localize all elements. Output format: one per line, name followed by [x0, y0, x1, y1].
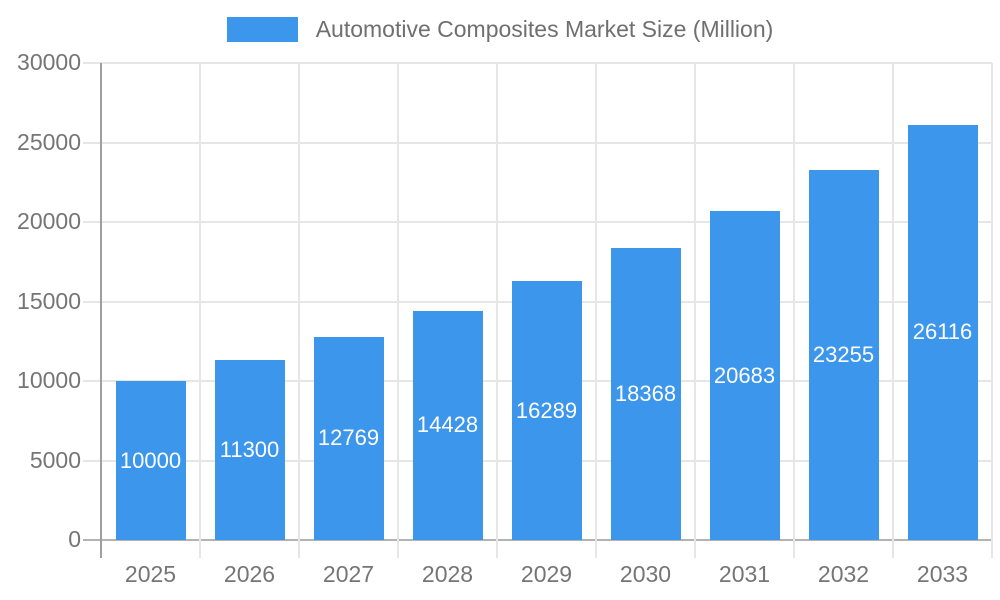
gridline	[83, 141, 992, 144]
bar-2028	[412, 310, 483, 540]
legend[interactable]: Automotive Composites Market Size (Milli…	[0, 16, 1000, 43]
bar-2033	[907, 124, 978, 540]
bar-2031	[709, 211, 780, 540]
x-axis-tick-label: 2029	[520, 561, 573, 587]
x-axis-tick-label: 2030	[619, 561, 672, 587]
gridline	[892, 63, 894, 540]
x-axis-tick	[694, 540, 696, 558]
bar-value-label: 16289	[515, 397, 578, 423]
bar-2030	[610, 247, 681, 540]
gridline	[199, 63, 201, 540]
bar-value-label: 11300	[219, 437, 280, 463]
y-axis-tick-label: 0	[68, 526, 81, 552]
y-axis-tick-label: 30000	[17, 49, 81, 75]
y-axis-tick-label: 15000	[17, 287, 81, 314]
gridline	[83, 221, 992, 223]
gridline	[991, 63, 993, 540]
bar-value-label: 26116	[912, 319, 973, 345]
x-axis-tick	[793, 540, 795, 558]
y-axis-tick-label: 20000	[17, 208, 81, 234]
bar-value-label: 12769	[317, 425, 380, 451]
x-axis-tick-label: 2027	[322, 561, 375, 587]
x-axis-tick	[397, 540, 399, 558]
gridline	[397, 63, 399, 540]
x-axis-tick-label: 2031	[718, 561, 771, 587]
x-axis-tick-label: 2026	[223, 561, 276, 587]
x-axis-tick	[298, 540, 300, 558]
x-axis-tick	[892, 540, 894, 558]
bar-2029	[511, 281, 582, 540]
y-axis-tick-label: 5000	[29, 446, 81, 473]
gridline	[595, 63, 597, 540]
x-axis-tick	[991, 540, 993, 558]
bar-value-label: 14428	[416, 412, 479, 438]
bar-value-label: 20683	[713, 362, 776, 388]
bar-value-label: 10000	[119, 447, 182, 473]
x-axis-tick	[199, 540, 201, 558]
legend-swatch[interactable]	[226, 17, 298, 42]
x-axis-tick-label: 2025	[124, 561, 177, 587]
y-axis-line	[100, 63, 102, 558]
y-axis-tick-label: 25000	[17, 128, 81, 155]
legend-label[interactable]: Automotive Composites Market Size (Milli…	[315, 16, 774, 42]
gridline	[694, 63, 696, 540]
x-axis-tick-label: 2032	[817, 561, 870, 587]
x-axis-tick-label: 2028	[421, 561, 474, 587]
gridline	[83, 62, 992, 64]
bar-2025	[115, 381, 186, 540]
bar-2026	[214, 360, 285, 540]
x-axis-tick-label: 2033	[916, 561, 969, 587]
x-axis-line	[83, 539, 992, 541]
gridline	[298, 63, 300, 540]
bar-2027	[313, 336, 384, 540]
bar-value-label: 23255	[812, 342, 875, 368]
bar-value-label: 18368	[614, 380, 677, 406]
gridline	[793, 63, 795, 540]
x-axis-tick	[496, 540, 498, 558]
bar-2032	[808, 170, 879, 540]
x-axis-tick	[595, 540, 597, 558]
y-axis-tick-label: 10000	[17, 367, 81, 393]
gridline	[496, 63, 498, 540]
